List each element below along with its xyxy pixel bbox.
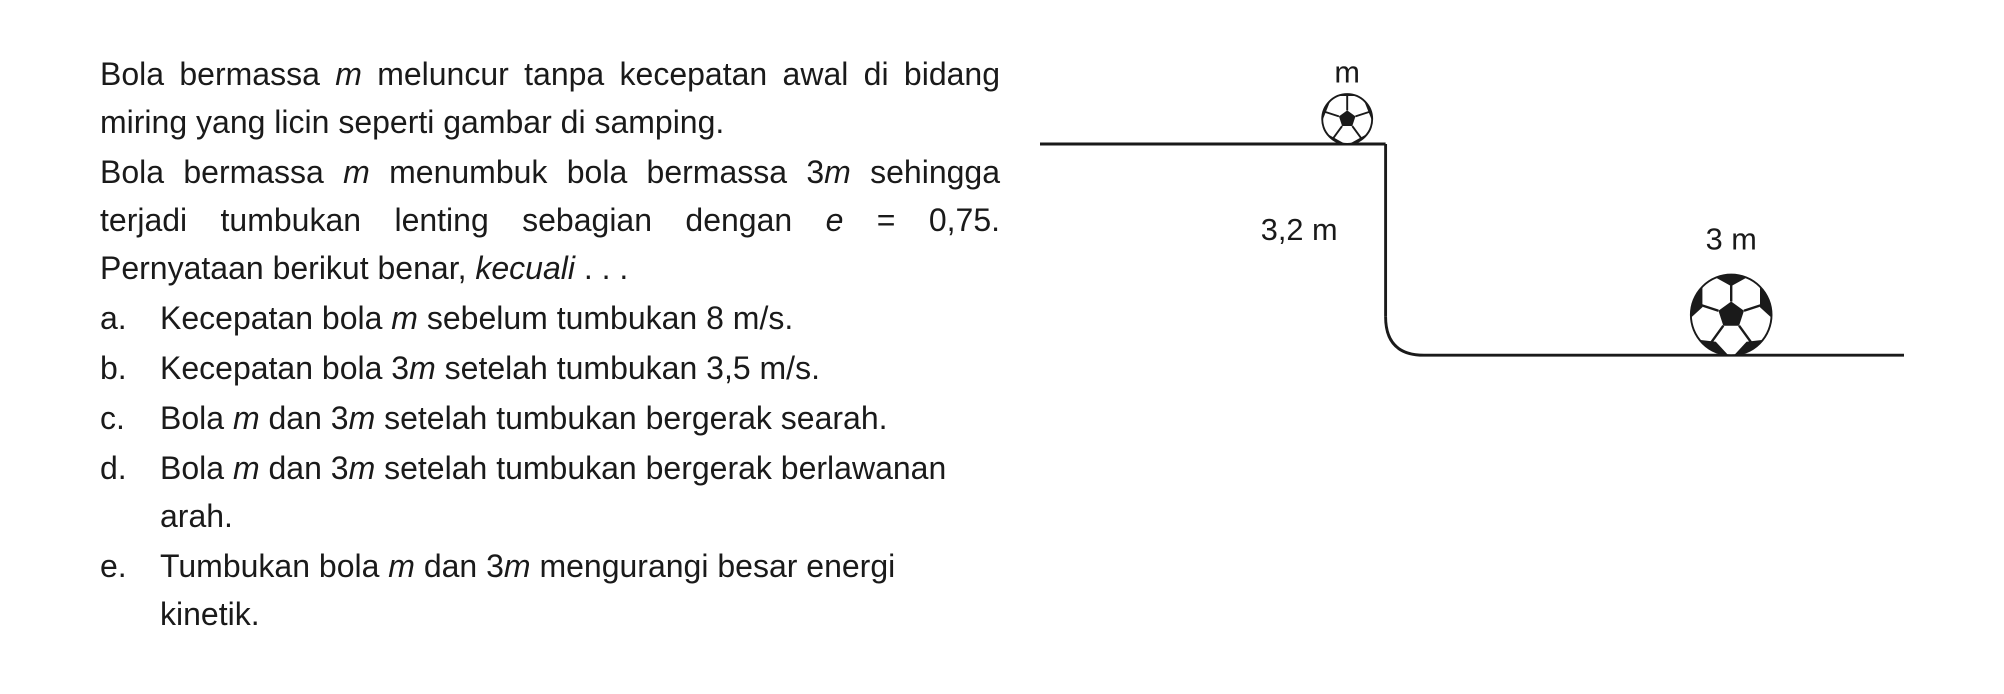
p2-m2: m <box>824 154 851 190</box>
question-container: Bola bermassa m meluncur tanpa kecepatan… <box>100 50 1904 640</box>
opt-post: setelah tumbukan bergerak searah. <box>375 400 887 436</box>
p2-text-2: menumbuk bola bermassa 3 <box>370 154 824 190</box>
opt-ital: m <box>233 450 260 486</box>
option-text: Bola m dan 3m setelah tumbukan bergerak … <box>160 444 1000 540</box>
text-column: Bola bermassa m meluncur tanpa kecepatan… <box>100 50 1000 640</box>
option-b: b. Kecepatan bola 3m setelah tumbukan 3,… <box>100 344 1000 392</box>
p2-m1: m <box>343 154 370 190</box>
opt-pre: Kecepatan bola 3 <box>160 350 409 386</box>
opt-pre: Kecepatan bola <box>160 300 391 336</box>
opt-ital: m <box>391 300 418 336</box>
ball-top <box>1322 94 1372 144</box>
options-list: a. Kecepatan bola m sebelum tumbukan 8 m… <box>100 294 1000 638</box>
option-letter: e. <box>100 542 136 638</box>
opt-mid: dan 3 <box>415 548 504 584</box>
option-a: a. Kecepatan bola m sebelum tumbukan 8 m… <box>100 294 1000 342</box>
opt-ital: m <box>388 548 415 584</box>
opt-ital2: m <box>349 450 376 486</box>
opt-post: setelah tumbukan 3,5 m/s. <box>436 350 820 386</box>
physics-diagram: m 3,2 m 3 m <box>1040 60 1904 420</box>
option-letter: d. <box>100 444 136 540</box>
p2-kecuali: kecuali <box>475 250 575 286</box>
opt-pre: Bola <box>160 400 233 436</box>
p2-e: e <box>826 202 844 238</box>
opt-ital2: m <box>504 548 531 584</box>
ball-bottom <box>1691 275 1772 356</box>
option-letter: b. <box>100 344 136 392</box>
option-text: Bola m dan 3m setelah tumbukan bergerak … <box>160 394 1000 442</box>
opt-mid: dan 3 <box>260 450 349 486</box>
option-e: e. Tumbukan bola m dan 3m mengurangi bes… <box>100 542 1000 638</box>
curve-line <box>1386 317 1424 355</box>
paragraph-2: Bola bermassa m menumbuk bola bermassa 3… <box>100 148 1000 292</box>
label-m: m <box>1334 60 1360 90</box>
paragraph-1: Bola bermassa m meluncur tanpa kecepatan… <box>100 50 1000 146</box>
p2-text-1: Bola bermassa <box>100 154 343 190</box>
opt-pre: Tumbukan bola <box>160 548 388 584</box>
opt-post: sebelum tumbukan 8 m/s. <box>418 300 793 336</box>
option-text: Kecepatan bola m sebelum tumbukan 8 m/s. <box>160 294 1000 342</box>
label-height: 3,2 m <box>1261 212 1338 247</box>
p2-dots: . . . <box>575 250 628 286</box>
option-letter: c. <box>100 394 136 442</box>
opt-mid: dan 3 <box>260 400 349 436</box>
p1-m: m <box>335 56 362 92</box>
option-d: d. Bola m dan 3m setelah tumbukan berger… <box>100 444 1000 540</box>
option-text: Kecepatan bola 3m setelah tumbukan 3,5 m… <box>160 344 1000 392</box>
opt-pre: Bola <box>160 450 233 486</box>
label-mass2: 3 m <box>1706 222 1757 257</box>
opt-ital: m <box>409 350 436 386</box>
opt-ital2: m <box>349 400 376 436</box>
option-c: c. Bola m dan 3m setelah tumbukan berger… <box>100 394 1000 442</box>
opt-ital: m <box>233 400 260 436</box>
p1-text-1: Bola bermassa <box>100 56 335 92</box>
diagram-column: m 3,2 m 3 m <box>1040 50 1904 640</box>
option-letter: a. <box>100 294 136 342</box>
option-text: Tumbukan bola m dan 3m mengurangi besar … <box>160 542 1000 638</box>
